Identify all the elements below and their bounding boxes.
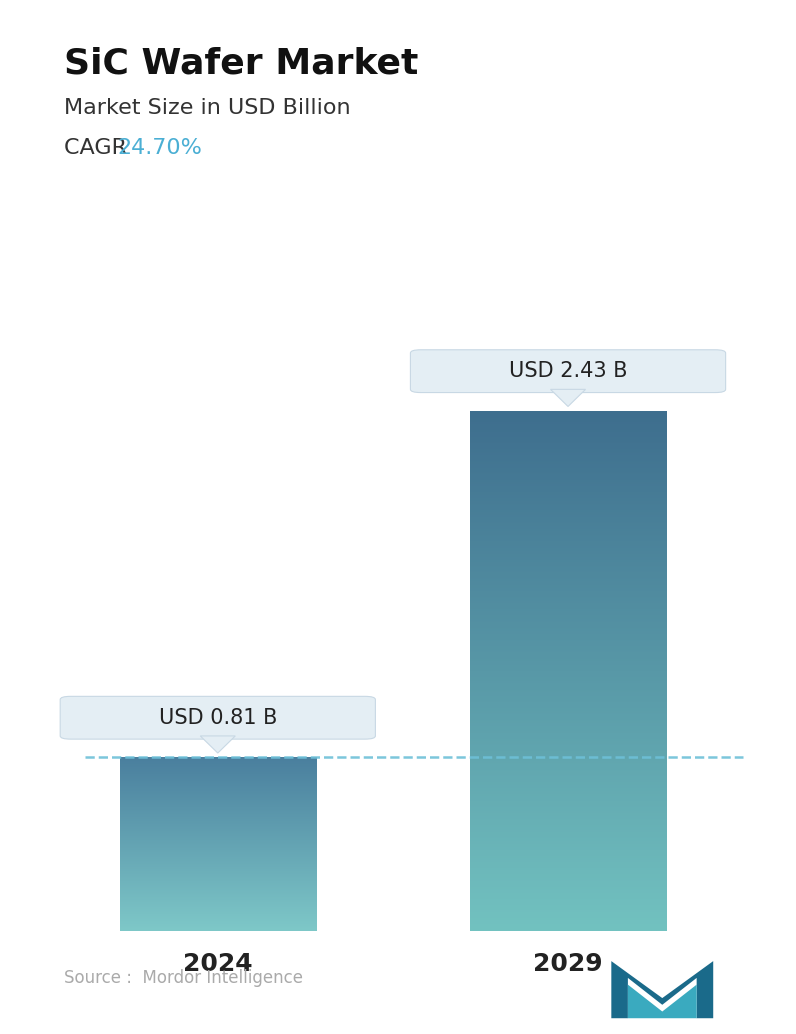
Text: CAGR: CAGR — [64, 138, 134, 157]
Text: USD 2.43 B: USD 2.43 B — [509, 361, 627, 382]
Polygon shape — [628, 984, 696, 1018]
FancyBboxPatch shape — [411, 349, 726, 393]
Polygon shape — [551, 390, 586, 406]
Text: 24.70%: 24.70% — [118, 138, 203, 157]
FancyBboxPatch shape — [60, 696, 376, 739]
Text: SiC Wafer Market: SiC Wafer Market — [64, 47, 418, 81]
Polygon shape — [611, 962, 713, 1018]
Text: Market Size in USD Billion: Market Size in USD Billion — [64, 98, 350, 118]
Polygon shape — [201, 736, 236, 753]
Text: USD 0.81 B: USD 0.81 B — [158, 707, 277, 728]
Text: Source :  Mordor Intelligence: Source : Mordor Intelligence — [64, 970, 302, 987]
